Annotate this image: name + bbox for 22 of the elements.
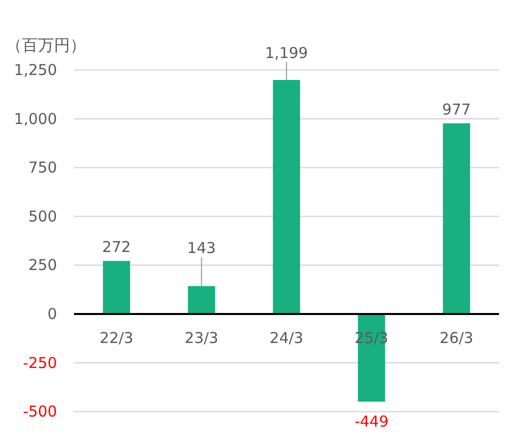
y-tick-label: 1,000 <box>14 110 57 128</box>
y-tick-label: -500 <box>22 402 57 421</box>
data-label: 143 <box>187 239 216 258</box>
x-tick-label: 24/3 <box>270 329 304 347</box>
x-tick-label: 26/3 <box>440 329 474 347</box>
y-tick-label: -250 <box>22 354 57 372</box>
bar <box>272 80 300 314</box>
y-tick-label: 0 <box>47 305 57 323</box>
data-label: 977 <box>442 100 471 118</box>
data-label: 272 <box>102 238 131 256</box>
bar <box>188 286 216 314</box>
y-tick-label: 500 <box>28 207 57 226</box>
y-tick-label: 250 <box>28 256 57 274</box>
data-label: 1,199 <box>265 44 308 62</box>
x-tick-label: 23/3 <box>184 329 218 347</box>
y-axis-title: （百万円） <box>6 36 86 54</box>
y-tick-label: 1,250 <box>14 61 57 79</box>
x-tick-label: 22/3 <box>100 329 134 347</box>
bar <box>102 260 130 314</box>
data-label: -449 <box>354 412 389 431</box>
y-tick-label: 750 <box>28 158 57 177</box>
bar <box>442 123 470 314</box>
